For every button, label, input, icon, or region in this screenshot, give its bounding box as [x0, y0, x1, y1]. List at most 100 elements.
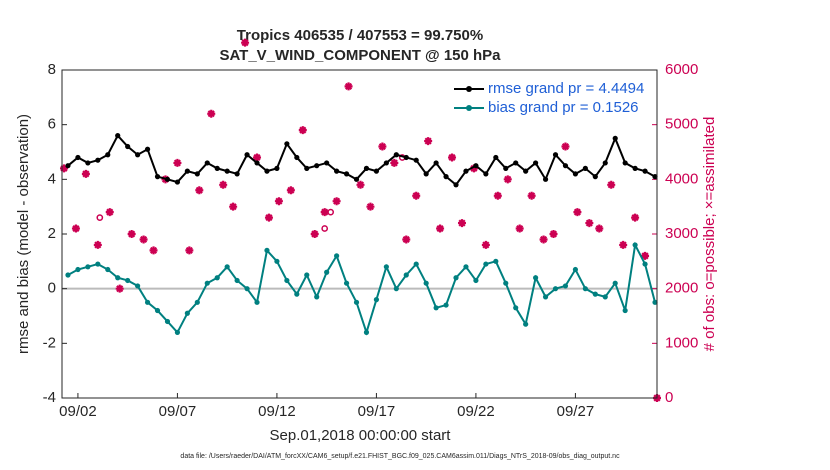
series-marker	[642, 261, 648, 267]
assimilated-marker	[264, 213, 273, 222]
assimilated-marker	[195, 186, 204, 195]
series-marker	[125, 143, 131, 150]
series-marker	[542, 176, 549, 182]
series-marker	[194, 299, 200, 305]
x-tick-label: 09/02	[59, 403, 97, 420]
assimilated-marker	[219, 180, 228, 189]
assimilated-marker	[93, 240, 102, 249]
series-marker	[622, 160, 628, 166]
y-tick-label: -2	[43, 334, 56, 351]
y-tick-label: 2	[48, 225, 56, 242]
y2-tick-label: 5000	[665, 116, 698, 133]
series-marker	[503, 280, 509, 286]
series-marker	[403, 272, 409, 278]
series-marker	[493, 258, 499, 264]
assimilated-marker	[59, 164, 68, 173]
assimilated-marker	[469, 164, 478, 173]
series-marker	[443, 302, 449, 308]
series-marker	[264, 168, 270, 174]
legend-label: bias grand pr = 0.1526	[488, 99, 639, 116]
series-marker	[582, 286, 588, 292]
legend-label: rmse grand pr = 4.4494	[488, 80, 644, 97]
y2-tick-label: 3000	[665, 225, 698, 242]
series-marker	[135, 152, 141, 158]
y-axis-label: rmse and bias (model - observation)	[15, 114, 32, 354]
series-marker	[144, 146, 151, 152]
assimilated-marker	[320, 208, 329, 217]
series-marker	[244, 286, 250, 292]
assimilated-marker	[366, 202, 375, 211]
series-marker	[244, 152, 250, 158]
assimilated-marker	[149, 246, 158, 255]
assimilated-marker	[641, 251, 650, 260]
y-tick-label: 8	[48, 61, 56, 78]
series-marker	[234, 171, 240, 177]
legend-marker	[466, 86, 472, 92]
assimilated-marker	[298, 126, 307, 135]
plot-area	[62, 70, 657, 398]
series-marker	[115, 275, 121, 281]
series-marker	[523, 168, 529, 174]
assimilated-marker	[436, 224, 445, 233]
chart-title: Tropics 406535 / 407553 = 99.750%	[237, 27, 483, 44]
series-marker	[493, 154, 499, 161]
series-marker	[304, 272, 310, 278]
series-marker	[105, 152, 111, 158]
x-axis-label: Sep.01,2018 00:00:00 start	[270, 427, 452, 444]
series-marker	[453, 182, 459, 188]
series-marker	[324, 160, 330, 166]
series-marker	[204, 160, 210, 166]
series-marker	[642, 168, 648, 174]
assimilated-marker	[253, 153, 262, 162]
series-marker	[353, 176, 360, 182]
series-marker	[194, 171, 200, 177]
assimilated-marker	[185, 246, 194, 255]
series-marker	[154, 174, 161, 180]
series-marker	[562, 283, 569, 289]
series-marker	[234, 277, 240, 284]
series-marker	[572, 266, 579, 273]
series-marker	[75, 266, 81, 273]
assimilated-marker	[448, 153, 457, 162]
series-marker	[393, 286, 399, 292]
assimilated-marker	[561, 142, 570, 151]
series-marker	[383, 160, 389, 166]
series-marker	[582, 165, 588, 171]
series-marker	[284, 141, 290, 147]
assimilated-marker	[539, 235, 548, 244]
series-marker	[552, 286, 559, 292]
assimilated-marker	[549, 230, 558, 238]
chart-subtitle: SAT_V_WIND_COMPONENT @ 150 hPa	[219, 47, 501, 64]
series-marker	[85, 264, 91, 270]
footnote: data file: /Users/raeder/DAI/ATM_forcXX/…	[180, 453, 620, 460]
series-marker	[453, 275, 459, 281]
assimilated-marker	[344, 82, 353, 91]
series-marker	[622, 307, 628, 314]
series-marker	[612, 280, 618, 286]
series-marker	[463, 168, 469, 174]
assimilated-marker	[457, 219, 466, 228]
y2-tick-label: 0	[665, 389, 673, 406]
y-tick-label: 6	[48, 116, 56, 133]
series-marker	[602, 160, 608, 166]
series-marker	[174, 329, 181, 335]
series-marker	[483, 261, 489, 267]
y2-tick-label: 4000	[665, 170, 698, 187]
series-marker	[353, 299, 360, 305]
assimilated-marker	[573, 208, 582, 217]
series-marker	[184, 168, 190, 174]
series-marker	[274, 165, 280, 171]
series-marker	[343, 280, 350, 286]
series-marker	[224, 264, 230, 270]
series-marker	[632, 165, 638, 171]
y2-tick-label: 2000	[665, 280, 698, 297]
series-marker	[513, 305, 519, 311]
assimilated-marker	[619, 240, 628, 249]
series-marker	[473, 163, 479, 169]
assimilated-marker	[631, 213, 640, 222]
series-marker	[423, 280, 429, 286]
assimilated-marker	[173, 158, 182, 167]
series-marker	[164, 176, 171, 182]
series-marker	[572, 171, 579, 177]
